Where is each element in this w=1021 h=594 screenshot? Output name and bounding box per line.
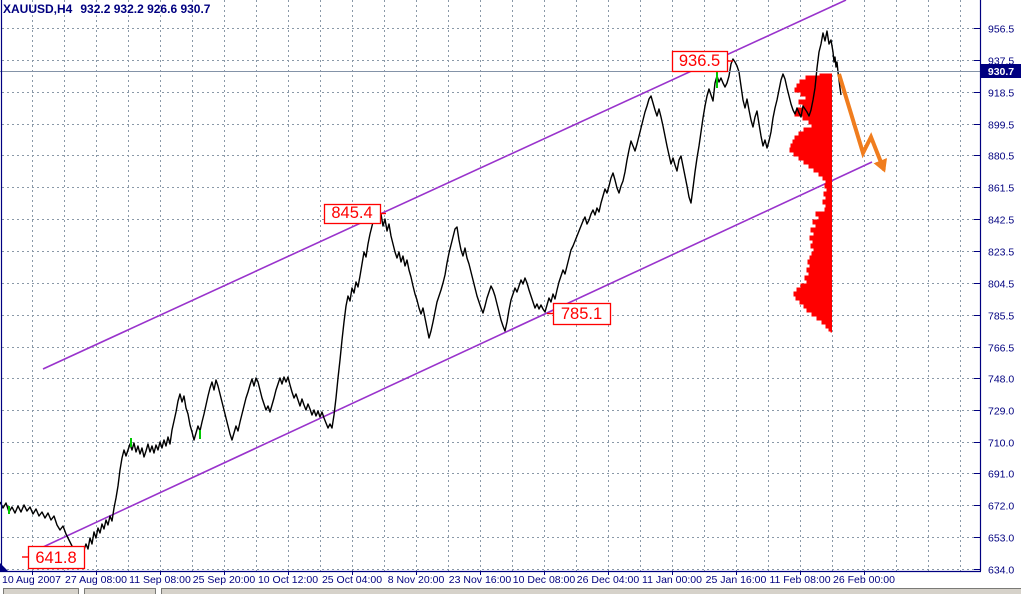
y-axis-label: 785.5	[988, 311, 1014, 323]
arrow-layer[interactable]	[837, 73, 888, 173]
x-axis-label: 10 Oct 12:00	[258, 574, 318, 586]
y-axis-label: 918.5	[988, 88, 1014, 100]
x-axis-label: 11 Sep 08:00	[129, 574, 191, 586]
x-axis-label: 26 Dec 04:00	[577, 574, 640, 586]
y-axis-label: 899.5	[988, 120, 1014, 132]
channel-layer[interactable]	[27, 0, 873, 555]
y-axis-label: 672.0	[988, 501, 1014, 513]
annotation-label: 641.8	[35, 549, 76, 567]
taskbar-layer[interactable]	[3, 588, 1021, 594]
taskbar-button[interactable]	[84, 588, 156, 594]
price-line	[0, 30, 842, 559]
x-axis-label: 25 Jan 16:00	[706, 574, 767, 586]
y-axis-label: 937.5	[988, 56, 1014, 68]
y-axis-label: 823.5	[988, 247, 1014, 259]
x-axis-label: 26 Feb 00:00	[833, 574, 895, 586]
channel-lower-line[interactable]	[27, 161, 873, 555]
current-price-tag-label: 930.7	[988, 66, 1014, 78]
y-axis-label: 880.5	[988, 151, 1014, 163]
price-annotation[interactable]: 641.8	[22, 545, 86, 570]
axis-layer[interactable]: 956.5 937.5 918.5 899.5 880.5 861.5 842.5 823.5…	[0, 0, 1014, 586]
price-layer	[0, 30, 842, 559]
current-price-tag	[981, 64, 1021, 78]
bid-line-layer: 930.7	[0, 64, 1021, 78]
annotation-label: 785.1	[561, 305, 602, 323]
volume-profile-shape[interactable]	[789, 73, 832, 333]
annotation-box[interactable]	[27, 545, 86, 570]
y-axis-label: 710.0	[988, 438, 1014, 450]
taskbar-button[interactable]	[3, 588, 79, 594]
price-annotation[interactable]: 785.1	[547, 302, 612, 326]
y-axis-label: 842.5	[988, 215, 1014, 227]
y-axis-label: 634.0	[988, 565, 1014, 577]
y-axis-label: 748.0	[988, 374, 1014, 386]
x-axis-label: 11 Jan 00:00	[642, 574, 702, 586]
chart-title: XAUUSD,H4 932.2 932.2 926.6 930.7	[3, 2, 210, 16]
y-axis-label: 729.0	[988, 406, 1014, 418]
price-annotation[interactable]: 845.4	[323, 203, 387, 225]
x-axis-label: 11 Feb 08:00	[769, 574, 830, 586]
y-axis-label: 956.5	[988, 24, 1014, 36]
annotation-label: 845.4	[331, 204, 372, 222]
annotation-label: 936.5	[679, 52, 720, 70]
price-annotation[interactable]: 936.5	[671, 50, 734, 73]
x-axis-label: 10 Dec 08:00	[513, 574, 576, 586]
y-axis-label: 804.5	[988, 279, 1014, 291]
y-axis-label: 653.0	[988, 533, 1014, 545]
annotation-box[interactable]	[552, 302, 612, 326]
annotation-box[interactable]	[671, 50, 729, 73]
x-axis-label: 8 Nov 20:00	[388, 574, 445, 586]
forecast-arrow[interactable]	[837, 73, 888, 173]
x-axis-label: 23 Nov 16:00	[449, 574, 512, 586]
ohlc-values: 932.2 932.2 926.6 930.7	[80, 2, 211, 16]
x-axis-label: 27 Aug 08:00	[65, 574, 127, 586]
symbol-label: XAUUSD,H4	[3, 2, 73, 16]
axis-corner-marker	[0, 563, 8, 571]
annotation-box[interactable]	[323, 203, 382, 225]
y-axis-label: 691.0	[988, 469, 1014, 481]
annotation-layer[interactable]: 936.5 845.4 785.1 641.8	[22, 50, 734, 570]
y-axis-label: 766.5	[988, 343, 1014, 355]
y-axis-label: 861.5	[988, 183, 1014, 195]
x-axis-label: 25 Sep 20:00	[193, 574, 256, 586]
x-axis-label: 10 Aug 2007	[2, 574, 61, 586]
taskbar-button[interactable]	[161, 588, 1021, 594]
x-axis-label: 25 Oct 04:00	[322, 574, 382, 586]
profile-layer[interactable]	[789, 73, 832, 333]
